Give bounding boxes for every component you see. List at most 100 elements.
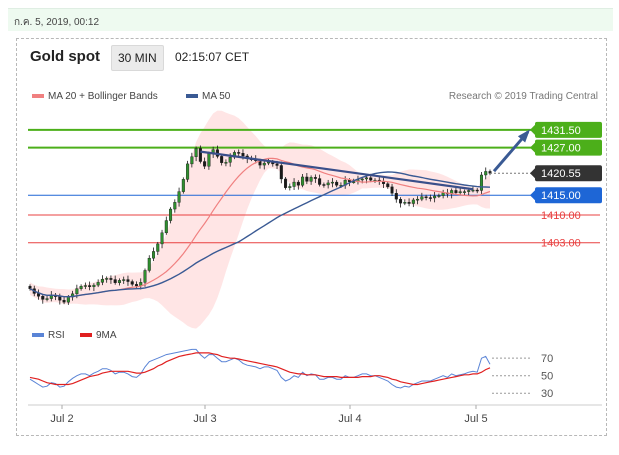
candle xyxy=(479,172,483,195)
candle-body xyxy=(164,220,168,234)
legend-label-ma20: MA 20 + Bollinger Bands xyxy=(48,91,158,102)
candle-body xyxy=(126,279,130,282)
legend-swatch-9ma xyxy=(80,333,92,337)
candle xyxy=(100,275,104,286)
candle xyxy=(105,276,109,283)
x-tick-label-1: Jul 3 xyxy=(193,413,216,425)
candle xyxy=(407,198,411,207)
candle xyxy=(147,255,151,273)
candle xyxy=(173,199,177,213)
candle-body xyxy=(305,176,309,182)
candle xyxy=(96,279,100,288)
candle xyxy=(326,179,330,189)
candle xyxy=(488,169,492,176)
candle xyxy=(181,177,185,194)
legend-label-rsi: RSI xyxy=(48,330,65,341)
x-tick-label-0: Jul 2 xyxy=(50,413,73,425)
interval-button[interactable]: 30 MIN xyxy=(111,45,164,71)
candle-body xyxy=(407,202,411,204)
candle-body xyxy=(147,257,151,271)
candle-body xyxy=(309,177,313,182)
candle xyxy=(437,193,441,198)
candle xyxy=(194,146,198,162)
candle-body xyxy=(288,186,292,188)
candle-body xyxy=(296,181,300,186)
candle xyxy=(394,189,398,203)
candle xyxy=(143,268,147,287)
level-label-0-bg xyxy=(535,121,602,138)
candle-body xyxy=(399,198,403,204)
level-label-2: 1415.00 xyxy=(541,190,581,202)
candle xyxy=(190,152,194,168)
candle xyxy=(177,187,181,207)
candle xyxy=(237,149,241,156)
legend-label-9ma: 9MA xyxy=(96,330,117,341)
level-label-1-bg xyxy=(535,139,602,156)
candle-body xyxy=(352,181,356,183)
candle xyxy=(296,180,300,190)
candle xyxy=(79,284,83,291)
candle-body xyxy=(198,148,202,162)
candle-body xyxy=(100,278,104,283)
level-label-0: 1431.50 xyxy=(541,125,581,137)
candle-body xyxy=(177,191,181,203)
candle xyxy=(156,241,160,256)
candle-body xyxy=(369,177,373,181)
candle xyxy=(152,247,156,261)
candle xyxy=(134,281,138,289)
candle-body xyxy=(160,232,164,245)
candle-body xyxy=(394,193,398,200)
candle-body xyxy=(454,190,458,194)
candle xyxy=(475,188,479,194)
candle xyxy=(454,187,458,195)
legend-swatch-ma50 xyxy=(186,94,198,98)
candle xyxy=(169,207,173,224)
candle-body xyxy=(194,148,198,157)
candle xyxy=(462,189,466,196)
candle-body xyxy=(301,176,305,186)
candle xyxy=(92,283,96,292)
rsi-tick-label-2: 30 xyxy=(541,388,553,400)
ma50-line xyxy=(29,171,491,298)
legend-label-ma50: MA 50 xyxy=(202,91,231,102)
candle xyxy=(28,284,32,291)
candle xyxy=(45,295,49,302)
level-label-4: 1403.00 xyxy=(541,238,581,250)
time-label: 02:15:07 CET xyxy=(175,50,250,64)
candle xyxy=(390,183,394,196)
candle xyxy=(88,281,92,291)
candle-body xyxy=(143,270,147,283)
candle-body xyxy=(169,208,173,221)
rsi-ma-line xyxy=(29,352,491,386)
candle xyxy=(411,197,415,208)
candle-body xyxy=(122,279,126,281)
rsi-tick-label-0: 70 xyxy=(541,353,553,365)
candle-body xyxy=(292,181,296,187)
bollinger-band xyxy=(30,110,490,329)
candle-body xyxy=(88,285,92,287)
candle-body xyxy=(279,165,283,180)
candle-body xyxy=(411,199,415,204)
candle-body xyxy=(190,156,194,165)
current-price-label: 1420.55 xyxy=(541,168,581,180)
candle-body xyxy=(318,178,322,185)
candle xyxy=(262,160,266,170)
candle-body xyxy=(471,189,475,192)
candle xyxy=(403,199,407,206)
rsi-line xyxy=(29,348,491,389)
candle-body xyxy=(134,284,138,287)
candle xyxy=(284,176,288,190)
candle-body xyxy=(62,299,66,303)
candle xyxy=(399,197,403,208)
candle xyxy=(335,180,339,188)
candle xyxy=(186,160,190,183)
candle xyxy=(416,196,420,205)
candle-body xyxy=(433,195,437,199)
candle xyxy=(122,276,126,284)
candle xyxy=(305,173,309,185)
candle xyxy=(41,294,45,304)
legend-swatch-ma20 xyxy=(32,94,44,98)
candle-body xyxy=(484,171,488,176)
candle xyxy=(420,192,424,202)
